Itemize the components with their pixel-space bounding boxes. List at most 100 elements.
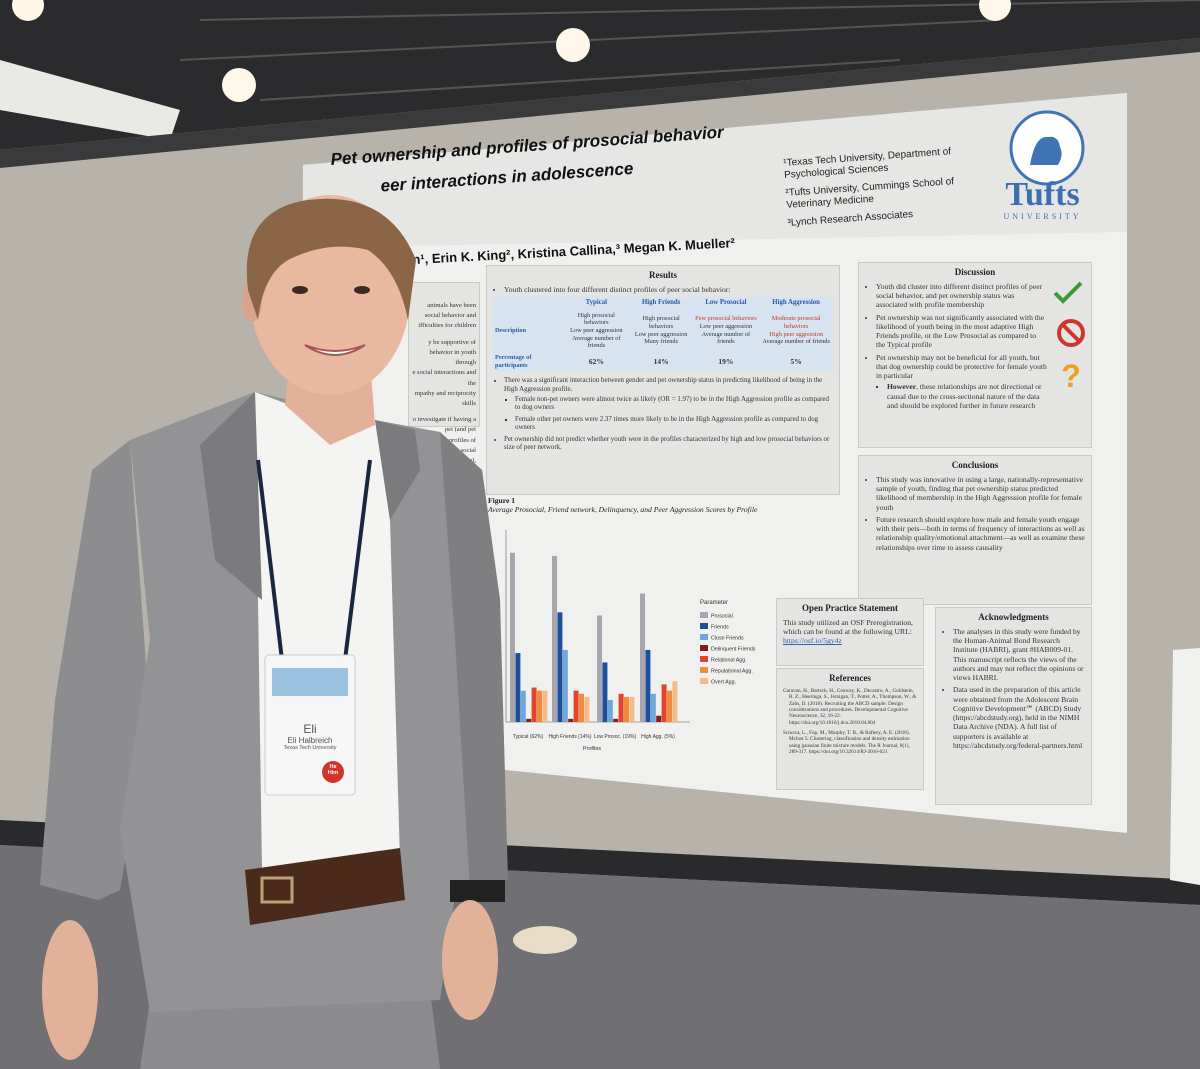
percentage: 62% [588,356,604,366]
references-box: References Garavan, H., Bartsch, H., Con… [776,668,924,790]
badge-name: Eli Halbreich [287,736,333,745]
intro-line: y be supportive of [428,338,476,346]
open-practice-text: This study utilized an OSF Preregistrati… [783,617,913,637]
legend-label: Reputational Agg. [711,669,753,675]
conclusions-bullet: This study was innovative in using a lar… [876,475,1085,512]
acknowledgments-box: Acknowledgments The analyses in this stu… [935,607,1092,805]
discussion-sub-bullet: However, these relationships are not dir… [887,382,1047,410]
legend-swatch [700,645,708,651]
row-label: Description [495,326,527,334]
desc: Low peer aggression [570,326,623,334]
logo-subtitle: UNIVERSITY [1003,212,1082,221]
badge-affiliation: Texas Tech University [283,745,337,751]
legend-label: Overt Agg. [711,680,736,686]
legend-swatch [700,634,708,640]
bar [613,718,619,722]
results-sub-bullet: Female non-pet owners were almost twice … [515,396,833,413]
results-bullet-text: There was a significant interaction betw… [504,377,823,393]
legend-label: Relational Agg. [711,658,747,664]
table-header-row: Typical High Friends Low Prosocial High … [493,297,833,309]
bar [562,649,568,722]
x-tick-label: High Agg. (5%) [641,734,675,740]
open-practice-url: https://osf.io/5gy4z [783,636,842,646]
intro-box: animals have been social behavior and if… [408,282,480,485]
row-label: Percentage of participants [495,353,532,369]
acknowledgment: Data used in the preparation of this art… [953,685,1085,750]
intro-line: eer network [444,477,476,485]
desc: High prosocial behaviors [642,315,680,330]
intro-line: , prosocial, aggressive), and size and [413,457,476,475]
bar [650,693,656,722]
table-cell: Few prosocial behaviors Low peer aggressi… [693,310,760,352]
check-icon [1053,281,1083,304]
results-box: Results Youth clustered into four differ… [486,265,840,495]
acknowledgments-heading: Acknowledgments [978,612,1049,622]
table-cell: Moderate prosocial behaviors High peer ag… [759,310,833,352]
desc: Moderate prosocial behaviors [771,315,821,330]
legend-label: Delinquent Friends [711,647,756,653]
pronoun: Him [327,770,339,777]
light [556,28,590,62]
legend-title: Parameter [700,600,728,606]
bar [515,653,521,722]
open-practice-heading: Open Practice Statement [802,603,898,613]
chart: Typical (62%) High Friends (14%) Low Proso… [491,552,756,752]
discussion-sub-text: , these relationships are not directiona… [887,382,1042,410]
bar [640,593,645,722]
bar [573,690,579,722]
intro-line: ifficulties for children [418,322,476,330]
results-bullet: There was a significant interaction betw… [504,377,833,433]
discussion-bullet: Pet ownership was not significantly asso… [876,313,1047,350]
table-corner [493,297,563,309]
bar [602,662,608,722]
discussion-bullet: Pet ownership may not be beneficial for … [876,353,1047,411]
percentage: 5% [790,356,802,366]
bar [645,649,651,722]
logo-name: Tufts [1005,176,1080,213]
percentage: 19% [718,356,734,366]
bar [597,615,602,722]
legend-label: Friends [711,625,729,631]
reference: Scrucca, L., Fop, M., Murphy, T. B., & R… [783,730,910,756]
bar [552,555,557,722]
x-axis-label: Profiles [583,746,602,752]
truss [179,19,1001,61]
results-heading: Results [648,270,677,280]
figure-caption: Average Prosocial, Friend network, Delin… [488,505,758,514]
pronouns: He Him [322,764,344,776]
shoe [513,926,577,954]
results-intro: Youth clustered into four different dist… [504,285,833,294]
bar [537,690,542,722]
bar [607,700,613,722]
table-row: Percentage of participants 62% 14% 19% 5… [493,352,833,371]
reference: Garavan, H., Bartsch, H., Conway, K., De… [783,687,917,726]
figure-caption-block: Figure 1 Average Prosocial, Friend netwo… [488,496,768,514]
intro-line: ted profiles of adolescent peer social [418,436,476,454]
question-icon: ? [1061,358,1081,394]
discussion-bullet-text: Pet ownership may not be beneficial for … [876,352,1047,381]
bar [526,718,532,722]
bar [579,693,584,722]
legend-label: Prosocial [711,614,733,620]
discussion-heading: Discussion [954,267,996,277]
intro-line: behavior in youth through [429,348,476,367]
bar [618,693,624,722]
desc: Few prosocial behaviors [695,315,757,323]
intro-line: e social interactions and the [412,369,476,387]
bar [568,718,574,722]
bar [557,612,563,722]
logo-dog [1030,136,1062,165]
affiliations: ¹Texas Tech University, Department of Ps… [783,144,983,229]
desc: Many friends [644,338,678,346]
light [12,0,44,21]
partition-top [0,38,1200,168]
no-icon-bar [1061,323,1081,343]
intro-line: mpathy and reciprocity skills [414,389,476,407]
bar [661,684,667,722]
bar [531,687,537,722]
conclusions-bullet: Future research should explore how male … [876,515,1085,552]
legend-swatch [700,612,708,618]
truss [199,0,1200,21]
acknowledgment: The analyses in this study were funded b… [953,627,1085,683]
